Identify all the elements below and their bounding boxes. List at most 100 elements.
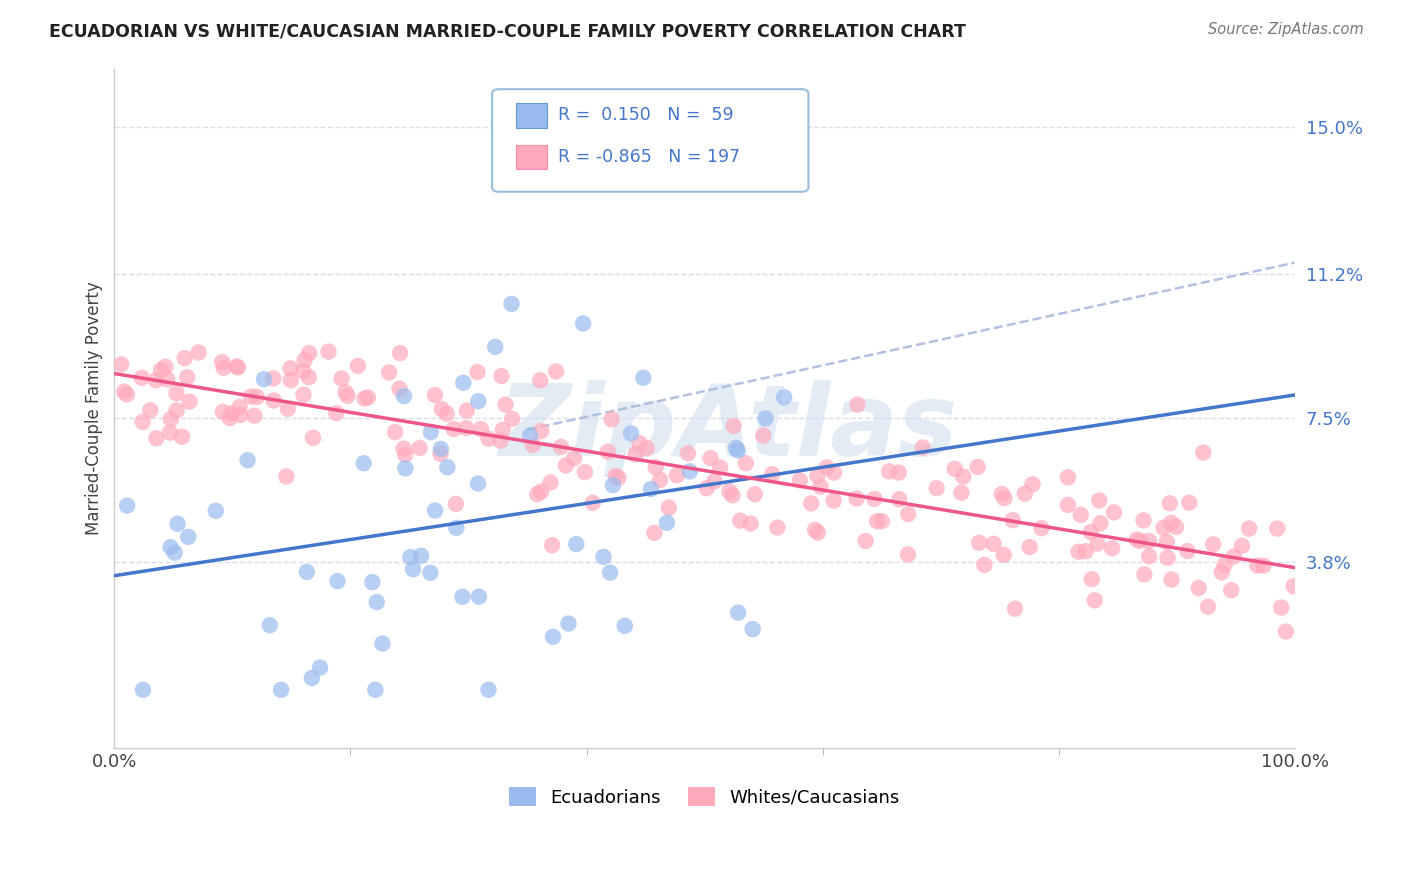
Whites/Caucasians [1202, 537, 1225, 551]
Whites/Caucasians [665, 468, 688, 483]
Whites/Caucasians [176, 370, 198, 384]
Whites/Caucasians [115, 387, 138, 401]
Ecuadorians [399, 550, 422, 565]
Whites/Caucasians [761, 467, 783, 482]
Whites/Caucasians [229, 408, 252, 422]
Whites/Caucasians [166, 386, 188, 401]
Whites/Caucasians [1018, 540, 1040, 554]
Ecuadorians [309, 660, 332, 674]
Ecuadorians [602, 478, 624, 492]
Whites/Caucasians [1265, 522, 1288, 536]
Whites/Caucasians [889, 492, 911, 507]
Whites/Caucasians [643, 525, 665, 540]
Whites/Caucasians [870, 514, 893, 528]
Whites/Caucasians [1001, 513, 1024, 527]
Whites/Caucasians [1160, 573, 1182, 587]
Whites/Caucasians [1080, 525, 1102, 540]
Ecuadorians [436, 460, 458, 475]
Whites/Caucasians [392, 442, 415, 456]
Whites/Caucasians [973, 558, 995, 572]
Ecuadorians [453, 376, 475, 390]
Whites/Caucasians [353, 392, 375, 406]
Whites/Caucasians [600, 412, 623, 426]
Whites/Caucasians [1188, 581, 1211, 595]
Whites/Caucasians [644, 460, 666, 475]
Whites/Caucasians [444, 497, 467, 511]
Whites/Caucasians [1275, 624, 1298, 639]
Ecuadorians [159, 540, 181, 554]
Whites/Caucasians [298, 370, 321, 384]
Ecuadorians [366, 595, 388, 609]
Whites/Caucasians [330, 371, 353, 385]
Ecuadorians [394, 461, 416, 475]
Whites/Caucasians [211, 355, 233, 369]
Whites/Caucasians [596, 444, 619, 458]
Whites/Caucasians [1070, 508, 1092, 522]
Whites/Caucasians [530, 424, 553, 438]
Whites/Caucasians [159, 412, 181, 426]
Whites/Caucasians [347, 359, 370, 373]
Ecuadorians [519, 428, 541, 442]
Whites/Caucasians [155, 359, 177, 374]
Whites/Caucasians [389, 346, 412, 360]
Ecuadorians [620, 426, 643, 441]
Whites/Caucasians [1067, 545, 1090, 559]
Whites/Caucasians [605, 469, 627, 483]
Ecuadorians [501, 297, 523, 311]
Whites/Caucasians [866, 514, 889, 528]
Whites/Caucasians [1057, 470, 1080, 484]
Whites/Caucasians [1056, 498, 1078, 512]
Ecuadorians [468, 590, 491, 604]
Ecuadorians [613, 619, 636, 633]
Whites/Caucasians [478, 432, 501, 446]
Ecuadorians [326, 574, 349, 589]
Ecuadorians [446, 521, 468, 535]
Whites/Caucasians [318, 344, 340, 359]
Ecuadorians [484, 340, 506, 354]
Whites/Caucasians [456, 421, 478, 435]
Whites/Caucasians [696, 481, 718, 495]
Whites/Caucasians [1166, 520, 1188, 534]
Whites/Caucasians [624, 447, 647, 461]
Whites/Caucasians [877, 464, 900, 478]
Whites/Caucasians [943, 462, 966, 476]
Whites/Caucasians [277, 401, 299, 416]
Whites/Caucasians [489, 434, 512, 448]
Whites/Caucasians [225, 359, 247, 374]
Text: R =  0.150   N =  59: R = 0.150 N = 59 [558, 106, 734, 124]
Whites/Caucasians [1156, 550, 1178, 565]
Whites/Caucasians [1090, 516, 1112, 531]
Whites/Caucasians [709, 460, 731, 475]
Whites/Caucasians [131, 371, 153, 385]
Whites/Caucasians [1160, 516, 1182, 530]
Ecuadorians [773, 390, 796, 404]
Whites/Caucasians [1137, 549, 1160, 564]
Whites/Caucasians [530, 484, 553, 499]
Ecuadorians [741, 622, 763, 636]
Whites/Caucasians [789, 474, 811, 488]
Whites/Caucasians [810, 480, 832, 494]
Whites/Caucasians [1133, 567, 1156, 582]
Ecuadorians [565, 537, 588, 551]
Text: Source: ZipAtlas.com: Source: ZipAtlas.com [1208, 22, 1364, 37]
Whites/Caucasians [897, 507, 920, 521]
Whites/Caucasians [228, 400, 250, 414]
Whites/Caucasians [800, 496, 823, 510]
Whites/Caucasians [522, 438, 544, 452]
Whites/Caucasians [529, 373, 551, 387]
Whites/Caucasians [1021, 477, 1043, 491]
Ecuadorians [423, 503, 446, 517]
Whites/Caucasians [335, 385, 357, 400]
Ecuadorians [477, 682, 499, 697]
Whites/Caucasians [540, 475, 562, 490]
Ecuadorians [353, 456, 375, 470]
Whites/Caucasians [721, 488, 744, 502]
Whites/Caucasians [845, 491, 868, 506]
Whites/Caucasians [1084, 593, 1107, 607]
Whites/Caucasians [1088, 493, 1111, 508]
Whites/Caucasians [302, 431, 325, 445]
Whites/Caucasians [1197, 599, 1219, 614]
Ecuadorians [640, 482, 662, 496]
Whites/Caucasians [246, 390, 269, 404]
Ecuadorians [419, 566, 441, 580]
